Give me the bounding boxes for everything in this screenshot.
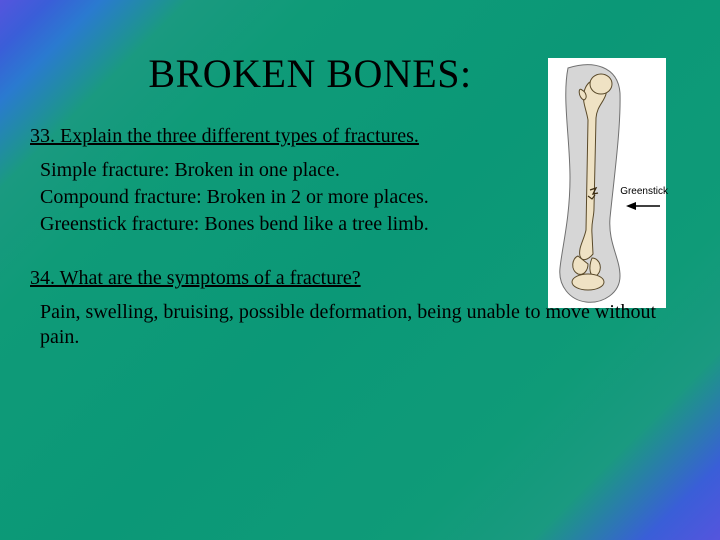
answer-33-line3: Greenstick fracture: Bones bend like a t… xyxy=(40,212,698,237)
question-33: 33. Explain the three different types of… xyxy=(30,125,698,148)
slide: Greenstick BROKEN BONES: 33. Explain the… xyxy=(0,0,720,540)
answer-33-line2: Compound fracture: Broken in 2 or more p… xyxy=(40,185,698,210)
page-title: BROKEN BONES: xyxy=(22,50,698,97)
answer-34: Pain, swelling, bruising, possible defor… xyxy=(40,300,688,350)
spacer xyxy=(22,239,698,257)
slide-inner: Greenstick BROKEN BONES: 33. Explain the… xyxy=(22,22,698,518)
question-34: 34. What are the symptoms of a fracture? xyxy=(30,267,698,290)
answer-33-line1: Simple fracture: Broken in one place. xyxy=(40,158,698,183)
content-area: BROKEN BONES: 33. Explain the three diff… xyxy=(22,50,698,350)
